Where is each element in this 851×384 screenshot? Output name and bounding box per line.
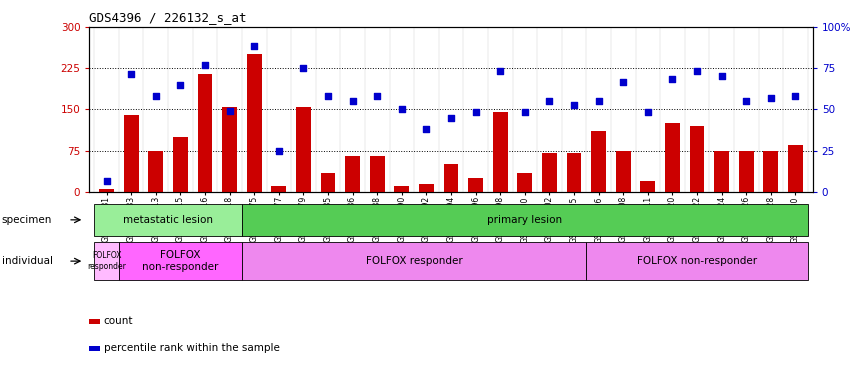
Point — [789, 93, 802, 99]
Text: specimen: specimen — [2, 215, 52, 225]
Point — [444, 115, 458, 121]
Bar — [370, 156, 385, 192]
Point — [641, 109, 654, 115]
Point — [764, 95, 778, 101]
Bar — [321, 173, 335, 192]
Point — [272, 148, 286, 154]
Bar — [468, 178, 483, 192]
Text: FOLFOX
responder: FOLFOX responder — [87, 252, 126, 271]
Bar — [242, 242, 586, 280]
Bar — [542, 154, 557, 192]
Bar — [517, 173, 532, 192]
Point — [248, 43, 261, 49]
Bar — [222, 107, 237, 192]
Bar — [296, 107, 311, 192]
Bar — [641, 181, 655, 192]
Bar — [247, 55, 261, 192]
Bar — [89, 346, 100, 351]
Bar — [443, 164, 459, 192]
Point — [469, 109, 483, 115]
Point — [100, 178, 113, 184]
Point — [665, 76, 679, 82]
Text: FOLFOX
non-responder: FOLFOX non-responder — [142, 250, 219, 272]
Text: count: count — [104, 316, 134, 326]
Bar — [123, 115, 139, 192]
Text: primary lesion: primary lesion — [488, 215, 563, 225]
Bar — [788, 145, 802, 192]
Bar — [591, 131, 606, 192]
Bar — [714, 151, 729, 192]
Bar — [763, 151, 779, 192]
Bar — [586, 242, 808, 280]
Point — [740, 98, 753, 104]
Point — [321, 93, 334, 99]
Bar — [493, 112, 507, 192]
Bar — [346, 156, 360, 192]
Point — [346, 98, 359, 104]
Point — [690, 68, 704, 74]
Point — [616, 79, 630, 85]
Text: percentile rank within the sample: percentile rank within the sample — [104, 343, 280, 353]
Bar — [173, 137, 188, 192]
Point — [395, 106, 408, 113]
Bar — [100, 189, 114, 192]
Text: GDS4396 / 226132_s_at: GDS4396 / 226132_s_at — [89, 12, 247, 25]
Bar — [395, 187, 409, 192]
Text: FOLFOX non-responder: FOLFOX non-responder — [637, 256, 757, 266]
Point — [591, 98, 605, 104]
Text: metastatic lesion: metastatic lesion — [123, 215, 213, 225]
Bar — [197, 74, 213, 192]
Point — [223, 108, 237, 114]
Bar — [567, 154, 581, 192]
Bar — [94, 204, 242, 236]
Bar — [94, 242, 119, 280]
Bar — [119, 242, 242, 280]
Bar — [242, 204, 808, 236]
Bar — [739, 151, 754, 192]
Point — [149, 93, 163, 99]
Point — [420, 126, 433, 132]
Bar — [148, 151, 163, 192]
Point — [370, 93, 384, 99]
Point — [494, 68, 507, 74]
Bar — [665, 123, 680, 192]
Point — [124, 71, 138, 77]
Bar — [689, 126, 705, 192]
Text: FOLFOX responder: FOLFOX responder — [366, 256, 462, 266]
Point — [198, 62, 212, 68]
Point — [568, 102, 581, 108]
Text: individual: individual — [2, 256, 53, 266]
Bar — [89, 319, 100, 324]
Point — [518, 109, 532, 115]
Point — [174, 82, 187, 88]
Point — [297, 65, 311, 71]
Bar — [271, 187, 286, 192]
Bar — [616, 151, 631, 192]
Point — [715, 73, 728, 79]
Bar — [419, 184, 434, 192]
Point — [543, 98, 557, 104]
